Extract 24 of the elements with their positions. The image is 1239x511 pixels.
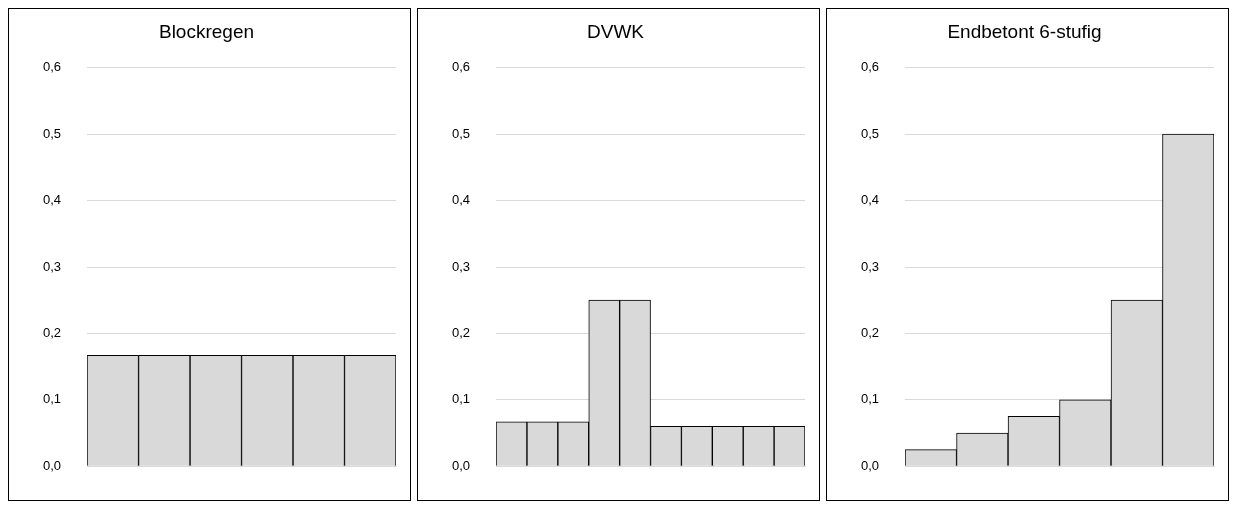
y-tick-label: 0,2 xyxy=(451,324,471,340)
y-tick-label: 0,0 xyxy=(42,457,62,473)
y-tick-label: 0,1 xyxy=(451,391,471,407)
y-tick-label: 0,6 xyxy=(451,59,471,75)
y-tick-label: 0,1 xyxy=(42,391,62,407)
y-tick-label: 0,4 xyxy=(860,192,880,208)
y-tick-label: 0,2 xyxy=(860,324,880,340)
y-tick-label: 0,2 xyxy=(42,324,62,340)
y-tick-label: 0,5 xyxy=(860,125,880,141)
chart-title: Endbetont 6-stufig xyxy=(947,20,1102,42)
y-tick-label: 0,1 xyxy=(860,391,880,407)
y-tick-label: 0,4 xyxy=(451,192,471,208)
y-tick-label: 0,0 xyxy=(451,457,471,473)
y-tick-label: 0,3 xyxy=(860,258,880,274)
y-tick-label: 0,4 xyxy=(42,192,62,208)
y-tick-label: 0,0 xyxy=(860,457,880,473)
y-tick-label: 0,3 xyxy=(42,258,62,274)
y-tick-label: 0,5 xyxy=(451,125,471,141)
chart-title: DVWK xyxy=(587,20,645,42)
y-tick-label: 0,6 xyxy=(860,59,880,75)
y-tick-label: 0,3 xyxy=(451,258,471,274)
y-tick-label: 0,6 xyxy=(42,59,62,75)
y-tick-label: 0,5 xyxy=(42,125,62,141)
chart-title: Blockregen xyxy=(158,20,255,42)
